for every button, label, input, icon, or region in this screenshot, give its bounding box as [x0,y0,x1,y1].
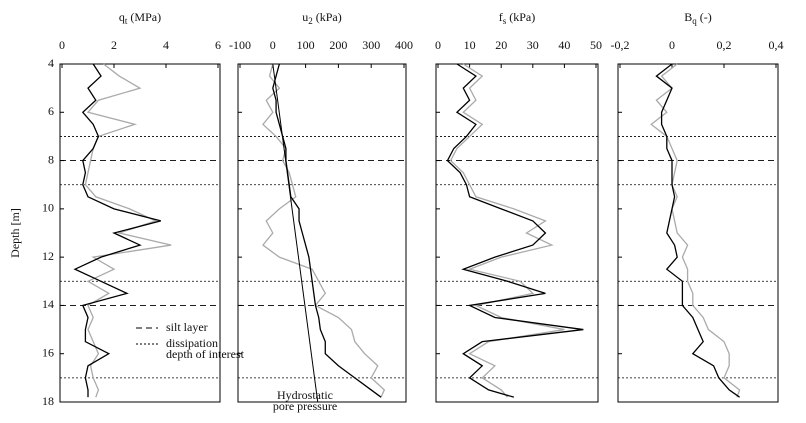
title-symbol: B [684,10,692,24]
x-tick-label: 4 [163,38,169,52]
x-tick-label: 40 [558,38,570,52]
x-tick-label: 30 [527,38,539,52]
title-symbol: q [119,10,125,24]
panel-title: qt (MPa) [119,10,161,26]
y-tick-label: 4 [48,56,54,70]
y-tick-label: 18 [42,394,54,408]
panel-title: u2 (kPa) [302,10,342,26]
x-tick-label: -0,2 [611,38,630,52]
x-tick-label: 0 [435,38,441,52]
series-line [262,63,386,398]
x-tick-label: 10 [464,38,476,52]
title-symbol: f [499,10,503,24]
x-tick-label: 20 [495,38,507,52]
panel-title: fs (kPa) [499,10,536,26]
title-unit: (kPa) [313,10,342,24]
title-subscript: q [692,16,697,26]
x-tick-label: 400 [395,38,413,52]
y-tick-label: 12 [42,249,54,263]
x-tick-label: 6 [215,38,221,52]
y-tick-label: 6 [48,104,54,118]
plot-frame [617,63,779,403]
series-line [84,63,172,398]
series-line [449,63,565,398]
x-tick-label: 0 [669,38,675,52]
plot-frame [59,63,221,403]
series-line [650,63,741,398]
y-tick-label: 8 [48,152,54,166]
plot-frame [435,63,599,403]
annotation: pore pressure [273,399,337,413]
x-tick-label: 0 [59,38,65,52]
plot-frame [237,63,407,403]
y-tick-label: 16 [42,345,54,359]
y-tick-label: 14 [42,297,54,311]
legend-label: silt layer [166,320,208,334]
series-line [73,63,161,398]
x-tick-label: 2 [111,38,117,52]
x-tick-label: 100 [297,38,315,52]
title-unit: (kPa) [506,10,535,24]
title-symbol: u [302,10,308,24]
title-unit: (-) [697,10,712,24]
panel-title: Bq (-) [684,10,712,26]
title-subscript: 2 [308,16,313,26]
series-line [446,63,584,398]
x-tick-label: 0 [270,38,276,52]
x-tick-label: 200 [329,38,347,52]
y-axis-label: Depth [m] [8,208,22,258]
legend-label: depth of interest [166,347,245,361]
annotation: Hydrostatic [277,388,333,402]
x-tick-label: 300 [362,38,380,52]
x-tick-label: 0,2 [717,38,732,52]
series-line [272,63,382,398]
x-tick-label: -100 [229,38,251,52]
y-tick-label: 10 [42,201,54,215]
hydrostatic-line [272,63,319,403]
title-subscript: s [503,16,507,26]
series-line [655,63,740,398]
x-tick-label: 50 [590,38,602,52]
legend-label: dissipation [166,336,218,350]
title-subscript: t [125,16,128,26]
x-tick-label: 0,4 [769,38,784,52]
title-unit: (MPa) [127,10,161,24]
